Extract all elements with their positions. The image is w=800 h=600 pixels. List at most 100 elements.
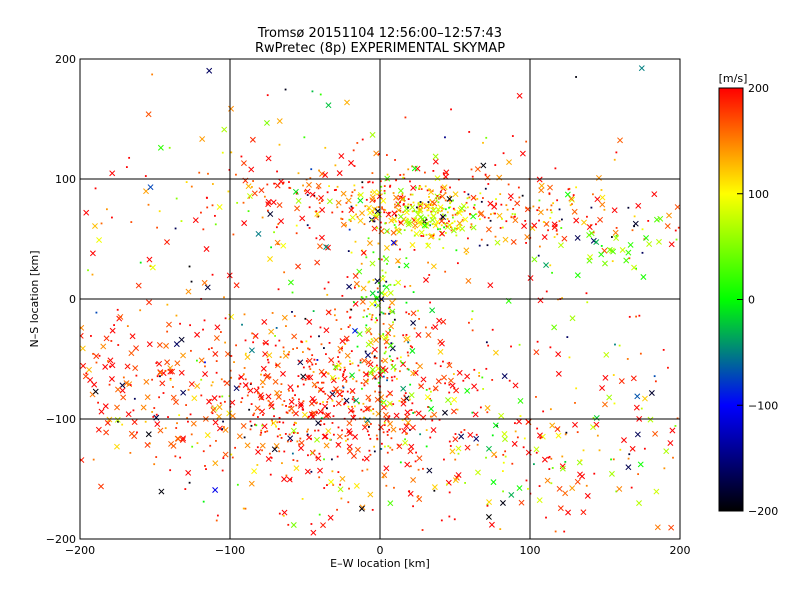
data-point-dot <box>228 168 231 171</box>
data-point-dot <box>372 279 375 281</box>
data-point-dot <box>444 232 447 234</box>
data-point-dot <box>361 469 364 472</box>
data-point-dot <box>117 344 120 346</box>
data-point-dot <box>273 415 275 418</box>
data-point-dot <box>227 190 230 193</box>
data-point-x <box>149 264 156 271</box>
data-point-x <box>265 201 272 208</box>
data-point-dot <box>379 180 382 183</box>
data-point-dot <box>316 197 318 200</box>
data-point-x <box>335 441 342 448</box>
data-point-dot <box>331 389 334 392</box>
data-point-x <box>610 248 617 255</box>
data-point-dot <box>545 290 548 293</box>
data-point-dot <box>341 218 344 221</box>
data-point-dot <box>283 450 286 453</box>
data-point-x <box>352 273 359 279</box>
data-point-dot <box>342 374 345 376</box>
data-point-x <box>448 377 454 384</box>
data-point-dot <box>364 205 367 208</box>
data-point-dot <box>485 341 488 344</box>
data-point-x <box>486 499 493 506</box>
data-point-x <box>233 282 240 289</box>
data-point-x <box>599 385 606 391</box>
data-point-dot <box>455 249 458 252</box>
data-point-dot <box>467 237 469 240</box>
data-point-dot <box>452 199 454 202</box>
data-point-dot <box>291 291 294 294</box>
data-point-x <box>188 381 195 388</box>
data-point-dot <box>439 196 442 198</box>
data-point-dot <box>538 485 541 487</box>
data-point-dot <box>449 445 452 447</box>
data-point-dot <box>189 324 192 327</box>
data-point-dot <box>478 371 481 374</box>
data-point-dot <box>331 470 334 473</box>
data-point-x <box>364 326 371 333</box>
data-point-dot <box>399 428 401 431</box>
data-point-x <box>233 385 240 392</box>
data-point-dot <box>176 422 178 425</box>
data-point-dot <box>362 316 365 319</box>
data-point-dot <box>611 260 614 263</box>
data-point-dot <box>250 403 253 405</box>
data-point-dot <box>408 398 411 401</box>
data-point-dot <box>404 438 406 441</box>
data-point-dot <box>261 386 264 388</box>
data-point-x <box>516 92 523 99</box>
data-point-dot <box>485 367 488 370</box>
data-point-dot <box>116 308 119 311</box>
data-point-x <box>369 131 376 138</box>
data-point-dot <box>373 450 376 453</box>
data-point-x <box>212 350 219 357</box>
data-point-x <box>245 183 252 190</box>
data-point-dot <box>443 226 445 229</box>
data-point-x <box>565 509 572 516</box>
data-point-x <box>429 307 436 314</box>
data-point-dot <box>476 389 479 392</box>
data-point-dot <box>480 200 483 203</box>
data-point-dot <box>239 382 242 385</box>
data-point-x <box>216 413 223 420</box>
data-point-x <box>80 362 87 369</box>
data-point-dot <box>407 341 410 344</box>
data-point-dot <box>365 198 368 201</box>
data-point-x <box>317 243 323 250</box>
data-point-dot <box>381 359 383 362</box>
data-point-dot <box>504 455 507 458</box>
x-tick-label: 100 <box>520 544 541 557</box>
data-point-dot <box>129 384 132 386</box>
data-point-dot <box>296 459 299 462</box>
data-point-dot <box>360 382 363 384</box>
data-point-x <box>129 333 136 340</box>
data-point-dot <box>427 214 430 217</box>
data-point-x <box>547 184 553 191</box>
data-point-x <box>574 272 581 279</box>
data-point-x <box>194 331 201 338</box>
y-tick-label: −200 <box>46 533 76 546</box>
data-point-dot <box>283 271 286 274</box>
data-point-x <box>104 419 111 426</box>
data-point-dot <box>339 368 342 371</box>
data-point-x <box>154 421 161 428</box>
data-point-dot <box>319 326 322 329</box>
data-point-dot <box>486 504 489 507</box>
data-point-x <box>365 359 372 366</box>
data-point-dot <box>266 343 269 345</box>
data-point-x <box>438 340 445 347</box>
data-point-dot <box>429 204 432 206</box>
data-point-dot <box>313 358 316 361</box>
data-point-dot <box>380 442 383 445</box>
data-point-dot <box>319 387 322 390</box>
data-point-x <box>173 399 179 406</box>
data-point-x <box>409 242 416 248</box>
data-point-dot <box>418 185 421 187</box>
data-point-dot <box>482 388 485 390</box>
data-point-dot <box>261 380 264 383</box>
data-point-dot <box>341 398 344 401</box>
data-point-dot <box>263 195 266 198</box>
data-point-dot <box>504 450 507 453</box>
data-point-x <box>96 237 103 244</box>
data-point-dot <box>346 438 349 441</box>
data-point-dot <box>379 221 382 224</box>
